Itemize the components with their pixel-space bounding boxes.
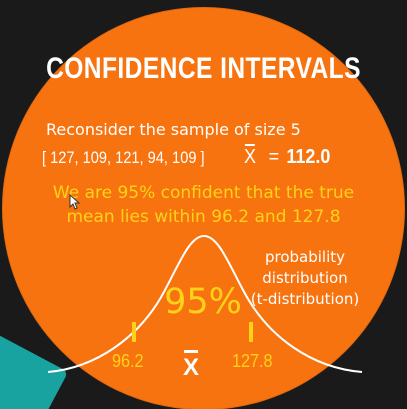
confidence-statement-line-2: mean lies within 96.2 and 127.8 [66,207,341,227]
equals-sign: = [268,146,280,168]
lower-bound-label: 96.2 [112,351,144,371]
mean-value: 112.0 [286,146,331,168]
distribution-label-line-3: (t-distribution) [250,290,360,308]
intro-text: Reconsider the sample of size 5 [46,120,301,139]
slide-title: CONFIDENCE INTERVALS [46,52,361,85]
distribution-label-line-2: distribution [262,269,348,287]
center-x-bar-symbol: X [183,350,200,381]
sample-values: [ 127, 109, 121, 94, 109 ] [42,148,205,167]
bell-curve [47,234,363,373]
distribution-label-line-1: probability [264,248,346,266]
mouse-pointer-icon [69,194,81,210]
distribution-label: probability distribution (t-distribution… [240,247,370,310]
x-bar-symbol: X [244,144,257,168]
orange-circle-background [2,7,405,409]
upper-bound-label: 127.8 [232,351,273,371]
confidence-statement: We are 95% confident that the true mean … [0,181,407,229]
confidence-percent-label: 95% [164,282,242,322]
sample-mean-expression: X = 112.0 [244,144,330,169]
confidence-statement-line-1: We are 95% confident that the true [52,183,355,203]
